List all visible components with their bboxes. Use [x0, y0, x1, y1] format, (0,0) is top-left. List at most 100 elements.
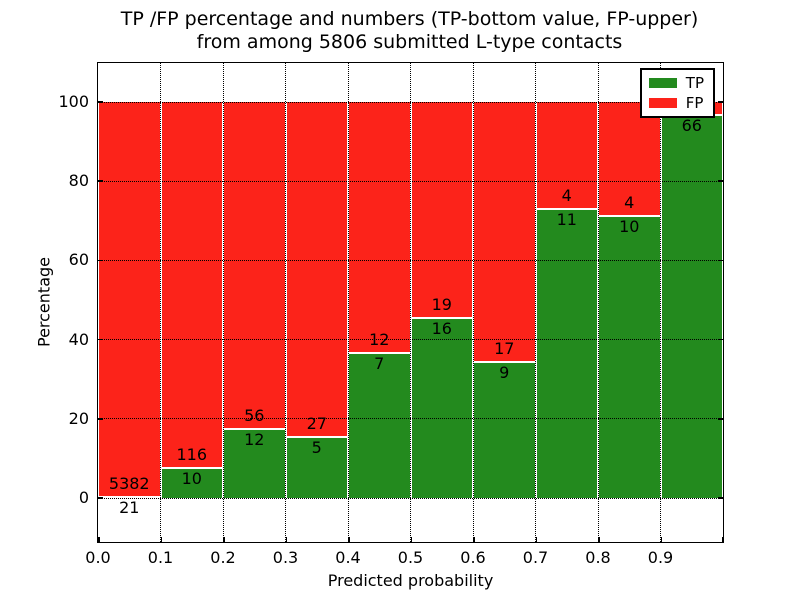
- tp-bar-segment: [661, 113, 722, 498]
- y-tick-mark: [98, 497, 103, 499]
- tp-count-label: 9: [499, 362, 510, 382]
- fp-bar-segment: [224, 102, 285, 429]
- tp-bar-segment: [161, 466, 222, 498]
- fp-bar-segment: [411, 102, 472, 317]
- x-tick-label: 0.7: [522, 548, 549, 567]
- y-tick-mark: [718, 338, 723, 341]
- x-tick-label: 0.4: [335, 548, 361, 567]
- plot-area: 5382 21 116 10 56 12 27 5 12 7 19 16 17 9 4 11 4 10 66 0.0 0…: [58, 62, 724, 590]
- fp-count-label: 12: [369, 330, 390, 350]
- y-tick-label: 0: [78, 488, 89, 507]
- tp-count-label: 21: [119, 498, 140, 518]
- y-tick-label: 80: [68, 171, 89, 191]
- fp-bar-segment: [474, 102, 535, 361]
- vertical-gridline: [159, 63, 162, 542]
- fp-legend-label: FP: [685, 93, 704, 112]
- vertical-gridline: [659, 63, 662, 542]
- tp-count-label: 10: [181, 468, 202, 488]
- horizontal-gridline: [98, 101, 723, 103]
- fp-bar-segment: [99, 102, 160, 497]
- tp-count-label: 66: [681, 115, 702, 135]
- horizontal-gridline: [98, 259, 723, 261]
- horizontal-gridline: [98, 180, 723, 182]
- y-tick-label: 100: [58, 92, 89, 111]
- x-tick-label: 0.1: [147, 548, 174, 567]
- y-tick-mark: [718, 418, 723, 420]
- x-tick-label: 0.0: [85, 548, 111, 567]
- fp-count-label: 17: [494, 338, 515, 358]
- fp-bar-segment: [161, 102, 222, 467]
- y-tick-mark: [718, 101, 723, 103]
- x-tick-label: 0.3: [272, 548, 299, 567]
- tp-count-label: 7: [374, 354, 385, 374]
- x-tick-label: 0.6: [460, 548, 486, 567]
- y-tick-mark: [98, 259, 103, 262]
- x-tick-mark: [98, 537, 100, 542]
- vertical-gridline: [284, 63, 287, 542]
- legend: TP FP: [639, 68, 715, 118]
- x-tick-mark: [535, 537, 537, 542]
- fp-bar-segment: [536, 102, 597, 208]
- y-tick-mark: [718, 180, 723, 182]
- y-tick-mark: [718, 259, 723, 262]
- fp-bar-segment: [599, 102, 660, 216]
- x-tick-label: 0.9: [647, 548, 674, 567]
- tp-bar-segment: [286, 436, 347, 498]
- vertical-gridline: [597, 63, 599, 542]
- chart-title-line2: from among 5806 submitted L-type contact…: [196, 31, 623, 53]
- y-tick-mark: [98, 180, 103, 182]
- vertical-gridline: [347, 63, 349, 542]
- tp-bar-segment: [349, 352, 410, 498]
- x-tick-mark: [285, 537, 287, 542]
- vertical-gridline: [409, 63, 412, 542]
- x-axis-label: Predicted probability: [327, 571, 494, 590]
- fp-count-label: 4: [561, 185, 572, 205]
- x-tick-mark: [660, 537, 662, 542]
- y-tick-mark: [718, 497, 723, 499]
- fp-count-label: 5382: [108, 474, 150, 494]
- fp-count-label: 116: [176, 444, 208, 464]
- vertical-gridline: [534, 63, 537, 542]
- tp-bar-segment: [411, 316, 472, 498]
- y-tick-label: 60: [68, 250, 89, 270]
- x-tick-mark: [348, 537, 350, 542]
- fp-count-label: 4: [624, 193, 635, 213]
- fp-bar-segment: [349, 102, 410, 353]
- fp-legend-swatch: [648, 98, 677, 108]
- horizontal-gridline: [98, 339, 723, 341]
- y-tick-mark: [98, 101, 103, 103]
- x-tick-mark: [721, 537, 723, 542]
- fp-count-label: 19: [431, 294, 452, 314]
- x-tick-label: 0.8: [585, 548, 611, 567]
- tp-bar-segment: [224, 428, 285, 498]
- y-tick-label: 20: [68, 408, 89, 428]
- tp-bar-segment: [599, 215, 660, 498]
- x-tick-mark: [223, 537, 225, 542]
- fp-count-label: 56: [244, 406, 265, 426]
- tp-bar-segment: [536, 207, 597, 498]
- vertical-gridline: [222, 63, 224, 542]
- y-tick-mark: [98, 418, 103, 420]
- fp-bar-segment: [286, 102, 347, 437]
- tp-bar-segment: [99, 496, 160, 499]
- y-tick-mark: [98, 338, 103, 341]
- x-tick-mark: [473, 537, 475, 542]
- tp-count-label: 16: [431, 318, 452, 338]
- chart-title: TP /FP percentage and numbers (TP-bottom…: [97, 8, 722, 54]
- fp-count-label: 27: [306, 414, 327, 434]
- tp-count-label: 10: [619, 217, 640, 237]
- x-tick-mark: [598, 537, 600, 542]
- chart-title-line1: TP /FP percentage and numbers (TP-bottom…: [120, 8, 699, 30]
- tp-count-label: 11: [556, 209, 577, 229]
- x-tick-label: 0.5: [397, 548, 424, 567]
- tp-count-label: 12: [244, 430, 265, 450]
- tp-count-label: 5: [311, 438, 322, 458]
- tp-legend-swatch: [648, 78, 677, 88]
- x-tick-mark: [410, 537, 412, 542]
- legend-item-tp: TP: [648, 73, 704, 93]
- horizontal-gridline: [98, 418, 723, 420]
- x-tick-mark: [160, 537, 162, 542]
- y-tick-label: 40: [68, 329, 89, 349]
- legend-item-fp: FP: [648, 93, 704, 113]
